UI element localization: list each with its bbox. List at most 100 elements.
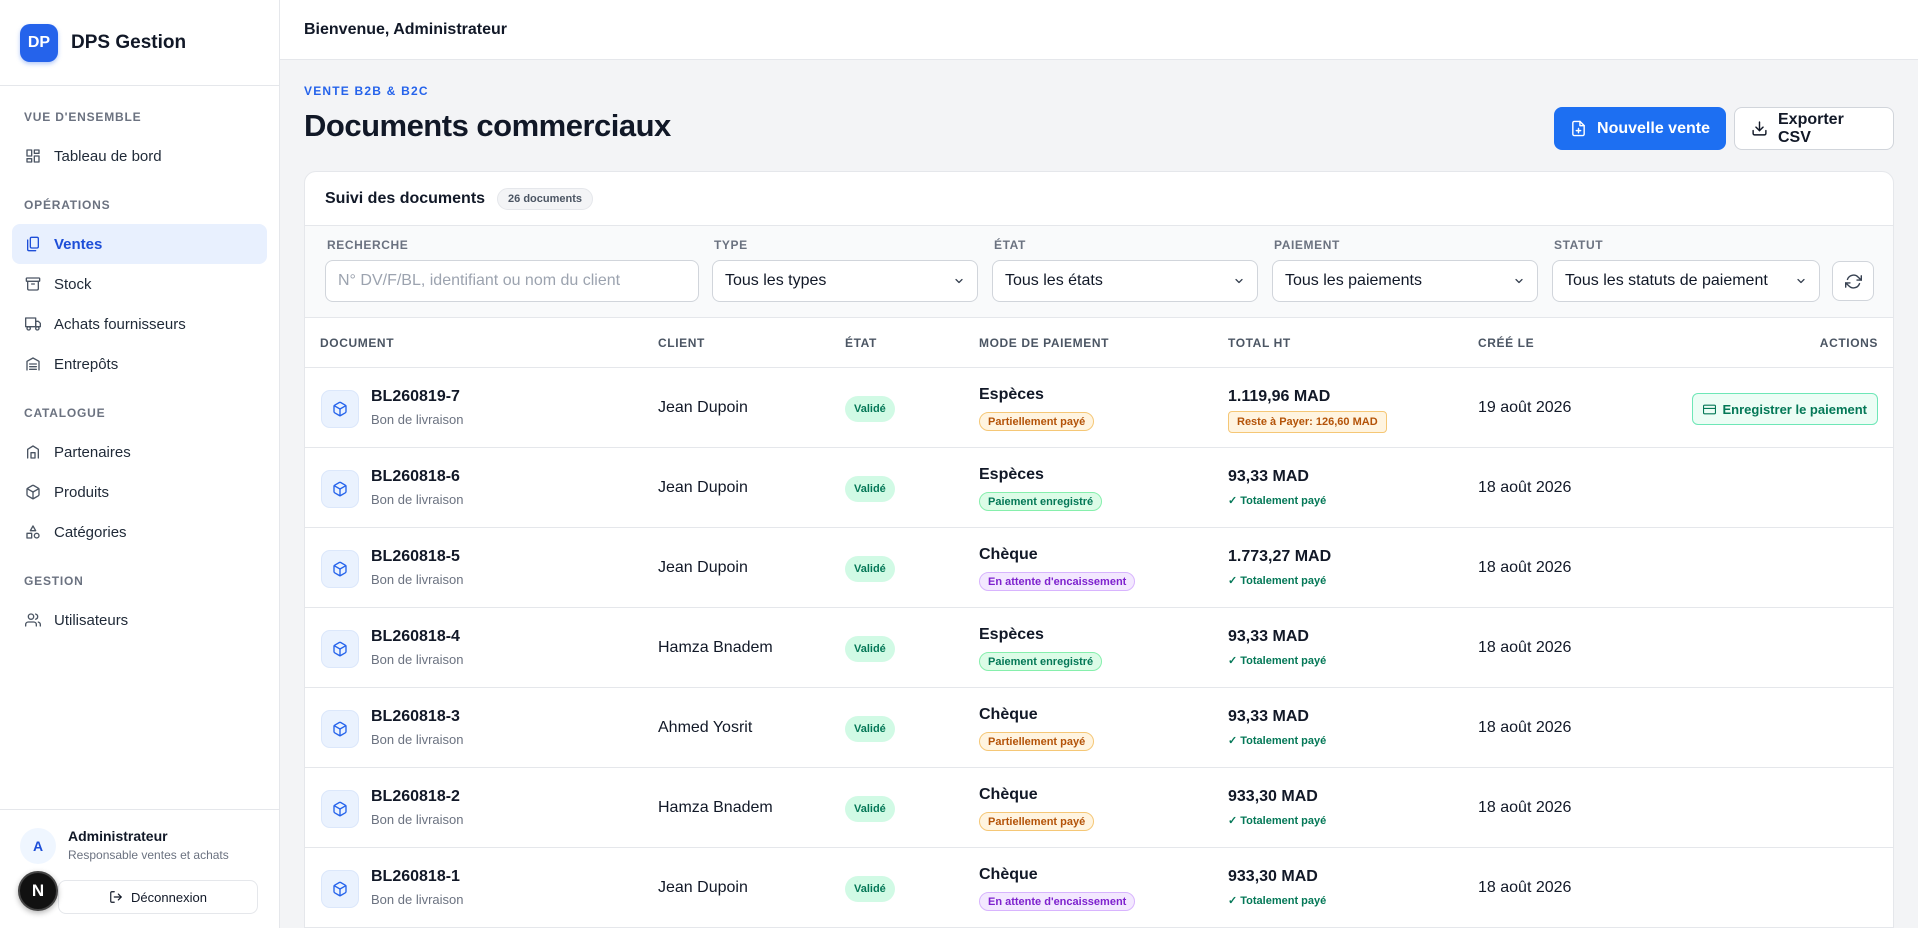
sidebar-item-ventes[interactable]: Ventes	[12, 224, 267, 264]
card-title: Suivi des documents	[325, 189, 486, 207]
sidebar-item-achats-fournisseurs[interactable]: Achats fournisseurs	[12, 304, 267, 344]
sidebar-item-label: Stock	[54, 275, 92, 293]
warehouse-icon	[24, 355, 42, 373]
payment-status-badge: En attente d'encaissement	[979, 572, 1136, 591]
refresh-button[interactable]	[1832, 261, 1874, 301]
type-label: TYPE	[714, 238, 748, 252]
logout-button[interactable]: Déconnexion	[58, 880, 258, 914]
payment-select-value: Tous les paiements	[1285, 272, 1422, 289]
total-ht: 933,30 MAD	[1228, 788, 1318, 805]
document-number[interactable]: BL260818-2	[371, 788, 460, 805]
state-badge: Validé	[845, 476, 895, 502]
sidebar-item-label: Produits	[54, 483, 110, 501]
client-name: Hamza Bnadem	[658, 639, 773, 656]
avatar: A	[20, 828, 56, 864]
payment-status-badge: Partiellement payé	[979, 412, 1095, 431]
table-row[interactable]: BL260818-3 Bon de livraison Ahmed Yosrit Va…	[305, 688, 1893, 768]
welcome-text: Bienvenue, Administrateur	[304, 20, 508, 38]
search-label: RECHERCHE	[327, 238, 409, 252]
document-type: Bon de livraison	[371, 412, 464, 427]
chevron-down-icon	[953, 275, 965, 287]
sidebar-item-categories[interactable]: Catégories	[12, 512, 267, 552]
dashboard-icon	[24, 147, 42, 165]
floating-badge[interactable]: N	[18, 871, 58, 911]
nav-section-title: OPÉRATIONS	[24, 198, 111, 212]
created-date: 18 août 2026	[1478, 639, 1572, 656]
logout-label: Déconnexion	[131, 889, 207, 905]
package-icon	[321, 630, 359, 668]
table-row[interactable]: BL260818-5 Bon de livraison Jean Dupoin Val…	[305, 528, 1893, 608]
chevron-down-icon	[1513, 275, 1525, 287]
paid-status: ✓ Totalement payé	[1228, 735, 1327, 747]
package-icon	[321, 470, 359, 508]
main-content: VENTE B2B & B2C Documents commerciaux No…	[304, 60, 1894, 928]
document-number[interactable]: BL260818-4	[371, 628, 460, 645]
payment-filter: PAIEMENT Tous les paiements	[1272, 238, 1538, 302]
sidebar-item-entrepots[interactable]: Entrepôts	[12, 344, 267, 384]
document-number[interactable]: BL260818-3	[371, 708, 460, 725]
column-header-state: ÉTAT	[845, 336, 877, 350]
topbar: Bienvenue, Administrateur	[280, 0, 1918, 60]
sidebar-item-stock[interactable]: Stock	[12, 264, 267, 304]
paid-status: ✓ Totalement payé	[1228, 815, 1327, 827]
filters-bar: RECHERCHE N° DV/F/BL, identifiant ou nom…	[305, 226, 1893, 318]
document-number[interactable]: BL260818-1	[371, 868, 460, 885]
sidebar-nav: VUE D'ENSEMBLE Tableau de bord OPÉRATIONS V…	[0, 86, 279, 640]
sidebar-item-tableau-de-bord[interactable]: Tableau de bord	[12, 136, 267, 176]
document-type: Bon de livraison	[371, 492, 464, 507]
export-csv-button[interactable]: Exporter CSV	[1734, 107, 1894, 150]
document-type: Bon de livraison	[371, 732, 464, 747]
table-row[interactable]: BL260819-7 Bon de livraison Jean Dupoin Val…	[305, 368, 1893, 448]
state-badge: Validé	[845, 556, 895, 582]
document-type: Bon de livraison	[371, 812, 464, 827]
status-select-value: Tous les statuts de paiement	[1565, 272, 1768, 289]
brand-logo[interactable]: DP	[20, 23, 58, 62]
state-badge: Validé	[845, 876, 895, 902]
package-icon	[321, 710, 359, 748]
column-header-payment-mode: MODE DE PAIEMENT	[979, 336, 1110, 350]
stock-icon	[24, 275, 42, 293]
column-header-created: CRÉÉ LE	[1478, 336, 1535, 350]
state-select[interactable]: Tous les états	[992, 260, 1258, 302]
credit-card-icon	[1702, 403, 1716, 416]
user-name: Administrateur	[68, 828, 168, 844]
client-name: Jean Dupoin	[658, 479, 748, 496]
type-select[interactable]: Tous les types	[712, 260, 978, 302]
sidebar-item-label: Ventes	[54, 235, 103, 253]
documents-count-badge: 26 documents	[497, 187, 594, 210]
sidebar-item-produits[interactable]: Produits	[12, 472, 267, 512]
users-icon	[24, 611, 42, 629]
sidebar-item-label: Utilisateurs	[54, 611, 129, 629]
payment-mode: Espèces	[979, 626, 1044, 643]
paid-status: ✓ Totalement payé	[1228, 495, 1327, 507]
table-row[interactable]: BL260818-2 Bon de livraison Hamza Bnadem Va…	[305, 768, 1893, 848]
documents-card: Suivi des documents 26 documents RECHERC…	[304, 171, 1894, 928]
status-label: STATUT	[1554, 238, 1604, 252]
client-name: Jean Dupoin	[658, 399, 748, 416]
status-select[interactable]: Tous les statuts de paiement	[1552, 260, 1820, 302]
record-payment-button[interactable]: Enregistrer le paiement	[1691, 393, 1878, 425]
new-sale-button[interactable]: Nouvelle vente	[1554, 107, 1726, 150]
sidebar-item-label: Tableau de bord	[54, 147, 162, 165]
table-row[interactable]: BL260818-4 Bon de livraison Hamza Bnadem Va…	[305, 608, 1893, 688]
payment-select[interactable]: Tous les paiements	[1272, 260, 1538, 302]
state-select-value: Tous les états	[1005, 272, 1103, 289]
created-date: 18 août 2026	[1478, 799, 1572, 816]
state-badge: Validé	[845, 396, 895, 422]
column-header-document: DOCUMENT	[320, 336, 395, 350]
chevron-down-icon	[1795, 275, 1807, 287]
document-number[interactable]: BL260818-5	[371, 548, 460, 565]
nav-section-title: VUE D'ENSEMBLE	[24, 110, 142, 124]
new-document-icon	[1570, 120, 1587, 137]
brand-name[interactable]: DPS Gestion	[71, 31, 187, 53]
document-number[interactable]: BL260819-7	[371, 388, 460, 405]
total-ht: 1.119,96 MAD	[1228, 388, 1331, 405]
table-row[interactable]: BL260818-6 Bon de livraison Jean Dupoin Val…	[305, 448, 1893, 528]
package-icon	[321, 790, 359, 828]
table-row[interactable]: BL260818-1 Bon de livraison Jean Dupoin Val…	[305, 848, 1893, 928]
sidebar-item-utilisateurs[interactable]: Utilisateurs	[12, 600, 267, 640]
document-number[interactable]: BL260818-6	[371, 468, 460, 485]
sidebar-item-partenaires[interactable]: Partenaires	[12, 432, 267, 472]
search-input[interactable]: N° DV/F/BL, identifiant ou nom du client	[325, 260, 699, 302]
document-type: Bon de livraison	[371, 892, 464, 907]
